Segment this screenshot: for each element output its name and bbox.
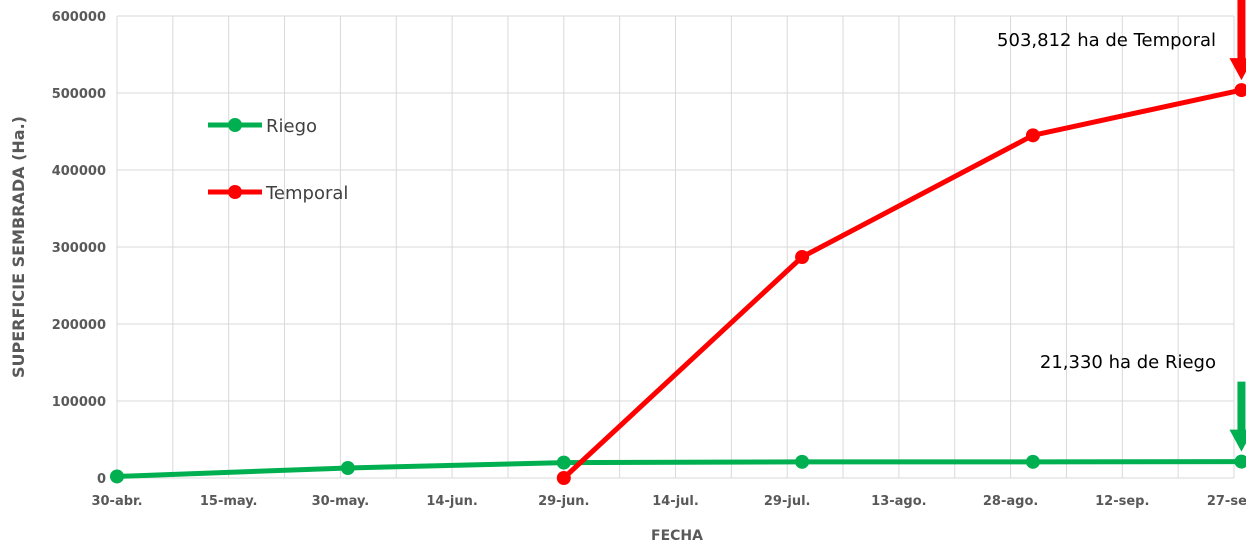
y-tick-label: 200000: [52, 318, 106, 333]
data-point-riego: [110, 469, 124, 484]
y-tick-label: 400000: [52, 164, 106, 179]
y-axis-label: SUPERFICIE SEMBRADA (Ha.): [9, 116, 28, 378]
data-point-temporal: [1234, 83, 1246, 98]
x-tick-label: 14-jul.: [652, 494, 699, 509]
legend-label-riego: Riego: [266, 116, 317, 137]
x-tick-label: 27-sep.: [1207, 494, 1246, 509]
annotations: 503,812 ha de Temporal 21,330 ha de Riego: [997, 0, 1246, 452]
legend-label-temporal: Temporal: [265, 183, 348, 204]
data-point-riego: [1025, 454, 1040, 469]
y-tick-label: 300000: [52, 241, 106, 256]
series-line-temporal: [562, 87, 1242, 480]
data-point-riego: [556, 455, 571, 470]
y-tick-label: 500000: [52, 87, 106, 102]
data-point-temporal: [556, 471, 571, 485]
x-tick-label: 15-may.: [200, 494, 258, 509]
x-tick-label: 13-ago.: [871, 494, 926, 509]
data-point-riego: [340, 460, 355, 475]
x-axis-label: FECHA: [651, 528, 703, 544]
y-tick-label: 600000: [52, 10, 106, 25]
y-tick-label: 0: [97, 472, 106, 487]
legend: Riego Temporal: [208, 116, 348, 204]
x-axis-ticks: 30-abr. 15-may. 30-may. 14-jun. 29-jun. 14-ju…: [91, 494, 1246, 509]
grid-lines: [116, 15, 1235, 479]
legend-marker-riego: [228, 118, 242, 132]
annotation-label: 21,330 ha de Riego: [1040, 352, 1216, 373]
data-point-riego: [1234, 454, 1246, 469]
x-tick-label: 12-sep.: [1095, 494, 1149, 509]
x-tick-label: 29-jul.: [764, 494, 811, 509]
data-point-riego: [795, 454, 810, 469]
series-line-riego: [116, 459, 1242, 479]
annotation-arrow-head: [1229, 429, 1246, 452]
data-point-temporal: [795, 250, 810, 265]
x-tick-label: 30-abr.: [91, 494, 142, 509]
annotation-arrow-head: [1229, 58, 1246, 81]
legend-marker-temporal: [228, 185, 242, 199]
y-axis-ticks: 0 100000 200000 300000 400000 500000 600000: [52, 10, 106, 487]
x-tick-label: 28-ago.: [983, 494, 1038, 509]
y-tick-label: 100000: [52, 395, 106, 410]
annotation-label: 503,812 ha de Temporal: [997, 30, 1216, 51]
data-point-temporal: [1025, 128, 1040, 143]
x-tick-label: 30-may.: [312, 494, 370, 509]
x-tick-label: 14-jun.: [426, 494, 477, 509]
x-tick-label: 29-jun.: [538, 494, 589, 509]
series-group: [110, 83, 1246, 485]
